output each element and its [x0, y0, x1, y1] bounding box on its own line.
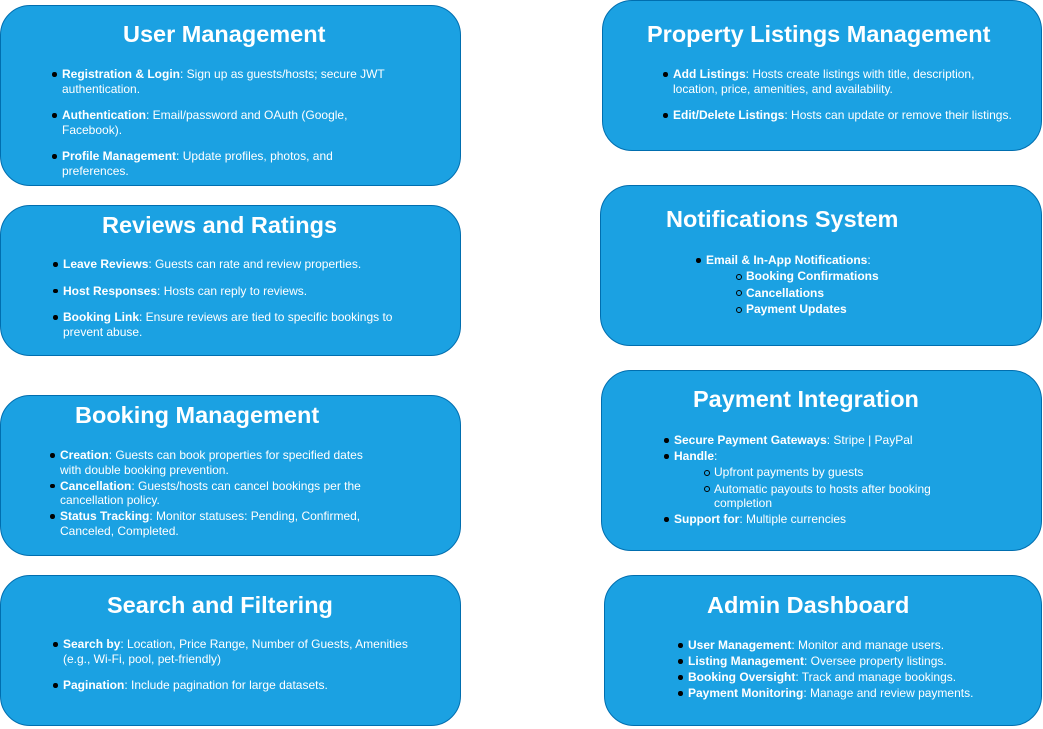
card-title: Notifications System — [666, 206, 899, 232]
list-item: Email & In-App Notifications: Booking Co… — [696, 253, 1006, 317]
card-title: Booking Management — [75, 402, 320, 428]
card-title: Property Listings Management — [647, 21, 991, 47]
card-user-management: User Management Registration & Login: Si… — [0, 5, 461, 186]
list-item: User Management: Monitor and manage user… — [678, 638, 1008, 653]
list-item: Edit/Delete Listings: Hosts can update o… — [663, 108, 1018, 123]
sub-list: Upfront payments by guests Automatic pay… — [704, 465, 954, 511]
list-item: Add Listings: Hosts create listings with… — [663, 67, 1018, 96]
list-item: Authentication: Email/password and OAuth… — [52, 108, 402, 137]
feature-list: Secure Payment Gateways: Stripe | PayPal… — [664, 433, 974, 528]
feature-list: Email & In-App Notifications: Booking Co… — [696, 253, 1006, 318]
card-reviews-ratings: Reviews and Ratings Leave Reviews: Guest… — [0, 205, 461, 356]
list-item: Secure Payment Gateways: Stripe | PayPal — [664, 433, 974, 448]
list-item: Status Tracking: Monitor statuses: Pendi… — [50, 509, 370, 538]
card-title: Reviews and Ratings — [102, 212, 338, 238]
feature-list: Leave Reviews: Guests can rate and revie… — [53, 257, 408, 351]
card-title: Search and Filtering — [107, 592, 333, 618]
list-item: Creation: Guests can book properties for… — [50, 448, 370, 477]
feature-list: User Management: Monitor and manage user… — [678, 638, 1008, 702]
card-title: Payment Integration — [693, 386, 919, 412]
sub-list-item: Upfront payments by guests — [704, 465, 954, 480]
list-item: Cancellation: Guests/hosts can cancel bo… — [50, 479, 370, 508]
list-item: Listing Management: Oversee property lis… — [678, 654, 1008, 669]
card-title: User Management — [123, 21, 326, 47]
card-notifications: Notifications System Email & In-App Noti… — [600, 185, 1042, 346]
list-item: Payment Monitoring: Manage and review pa… — [678, 686, 1008, 701]
feature-list: Registration & Login: Sign up as guests/… — [52, 67, 402, 190]
card-payment-integration: Payment Integration Secure Payment Gatew… — [601, 370, 1042, 551]
sub-list-item: Cancellations — [736, 286, 1006, 301]
list-item: Profile Management: Update profiles, pho… — [52, 149, 402, 178]
list-item: Leave Reviews: Guests can rate and revie… — [53, 257, 408, 272]
card-admin-dashboard: Admin Dashboard User Management: Monitor… — [604, 575, 1042, 726]
list-item: Booking Oversight: Track and manage book… — [678, 670, 1008, 685]
sub-list-item: Booking Confirmations — [736, 269, 1006, 284]
list-item: Search by: Location, Price Range, Number… — [53, 637, 413, 666]
card-property-listings: Property Listings Management Add Listing… — [602, 0, 1042, 151]
list-item: Host Responses: Hosts can reply to revie… — [53, 284, 408, 299]
list-item: Booking Link: Ensure reviews are tied to… — [53, 310, 408, 339]
sub-list: Booking Confirmations Cancellations Paym… — [736, 269, 1006, 317]
card-booking-management: Booking Management Creation: Guests can … — [0, 395, 461, 556]
list-item: Pagination: Include pagination for large… — [53, 678, 413, 693]
list-item: Registration & Login: Sign up as guests/… — [52, 67, 402, 96]
card-search-filtering: Search and Filtering Search by: Location… — [0, 575, 461, 726]
feature-list: Search by: Location, Price Range, Number… — [53, 637, 413, 705]
sub-list-item: Automatic payouts to hosts after booking… — [704, 482, 954, 511]
card-title: Admin Dashboard — [707, 592, 910, 618]
list-item: Handle: Upfront payments by guests Autom… — [664, 449, 974, 511]
sub-list-item: Payment Updates — [736, 302, 1006, 317]
feature-list: Creation: Guests can book properties for… — [50, 448, 370, 540]
feature-list: Add Listings: Hosts create listings with… — [663, 67, 1018, 135]
list-item: Support for: Multiple currencies — [664, 512, 974, 527]
